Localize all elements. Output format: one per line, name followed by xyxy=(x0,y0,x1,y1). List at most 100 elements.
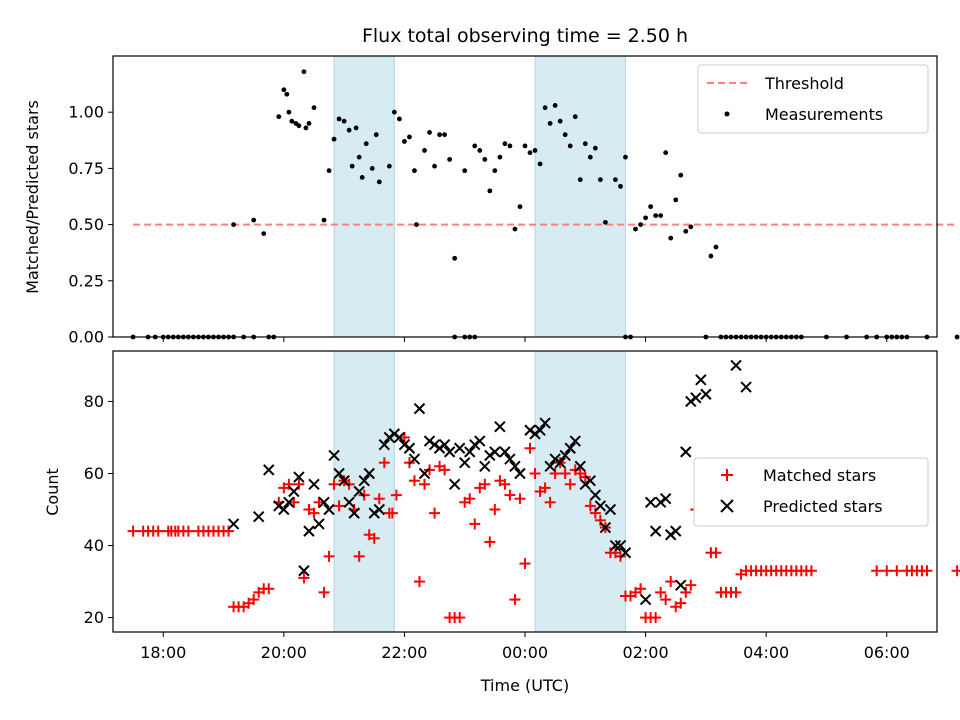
measurements-point xyxy=(613,177,618,183)
measurements-point xyxy=(369,166,375,171)
predicted-stars-point xyxy=(659,492,672,505)
predicted-stars-point xyxy=(298,565,310,577)
predicted-stars-point xyxy=(469,438,481,451)
predicted-stars-point xyxy=(428,438,441,451)
matched-stars-point xyxy=(293,478,305,490)
measurements-point xyxy=(284,91,290,97)
matched-stars-point xyxy=(439,464,451,476)
predicted-stars-point xyxy=(654,496,667,509)
predicted-stars-point xyxy=(313,518,325,530)
x-tick-label: 06:00 xyxy=(864,643,910,662)
measurements-point xyxy=(527,150,533,156)
measurements-point xyxy=(552,103,558,108)
predicted-stars-point xyxy=(283,496,295,509)
predicted-stars-point xyxy=(479,460,491,472)
predicted-stars-point xyxy=(353,485,365,498)
predicted-stars-point xyxy=(448,478,461,491)
predicted-stars-point xyxy=(514,467,526,480)
shaded-interval xyxy=(333,55,395,338)
matched-stars-point xyxy=(589,507,601,519)
predicted-stars-point xyxy=(644,496,657,509)
legend-predicted-swatch xyxy=(720,499,734,513)
ratio-y-axis-label: Matched/Predicted stars xyxy=(23,100,42,294)
predicted-stars-point xyxy=(263,464,275,476)
measurements-point xyxy=(261,231,267,236)
measurements-point xyxy=(658,213,664,219)
predicted-stars-point xyxy=(489,446,501,458)
predicted-stars-point xyxy=(333,467,345,480)
predicted-stars-point xyxy=(459,456,471,469)
ratio-panel: 0.00 0.25 0.50 0.75 1.00 Flux total observin… xyxy=(23,25,960,347)
predicted-stars-point xyxy=(368,507,380,519)
measurements-point xyxy=(507,143,513,149)
matched-stars-point xyxy=(529,467,541,479)
predicted-stars-point xyxy=(328,449,340,462)
measurements-point xyxy=(663,150,669,156)
predicted-stars-point xyxy=(579,478,591,491)
measurements-point xyxy=(653,213,659,219)
predicted-stars-point xyxy=(509,460,521,472)
y-tick-label: 0.25 xyxy=(68,271,104,290)
matched-stars-point xyxy=(665,576,677,588)
measurements-point xyxy=(713,244,719,250)
measurements-point xyxy=(363,141,369,147)
measurements-point xyxy=(477,148,483,153)
predicted-stars-point xyxy=(524,424,536,436)
measurements-point xyxy=(497,154,503,160)
count-panel: 18:00 20:00 22:00 00:00 02:00 04:00 06:00 20 40 6… xyxy=(43,350,960,695)
predicted-stars-point xyxy=(599,521,612,534)
matched-stars-point xyxy=(675,597,687,609)
matched-stars-point xyxy=(333,500,345,512)
matched-stars-point xyxy=(419,478,431,490)
matched-stars-point xyxy=(283,478,295,490)
matched-stars-point xyxy=(881,565,893,577)
ratio-legend-box xyxy=(697,64,929,134)
x-tick-label: 02:00 xyxy=(623,643,669,662)
matched-stars-point xyxy=(408,475,420,487)
matched-stars-point xyxy=(373,493,385,505)
predicted-stars-point xyxy=(388,428,401,440)
measurements-point xyxy=(311,105,317,111)
measurements-point xyxy=(587,154,593,160)
predicted-stars-point xyxy=(464,446,476,458)
matched-stars-point xyxy=(413,576,425,588)
matched-stars-point xyxy=(584,500,596,512)
predicted-stars-point xyxy=(700,388,712,400)
matched-stars-point xyxy=(127,525,139,537)
measurements-point xyxy=(643,215,648,221)
predicted-stars-point xyxy=(639,593,652,606)
measurements-point xyxy=(512,226,518,232)
measurements-point xyxy=(386,163,392,169)
matched-stars-point xyxy=(504,489,516,501)
matched-stars-point xyxy=(152,525,164,537)
measurements-point xyxy=(301,69,307,75)
predicted-stars-point xyxy=(348,507,360,519)
measurements-point xyxy=(618,183,623,189)
predicted-stars-point xyxy=(589,489,602,501)
matched-stars-point xyxy=(469,518,481,530)
predicted-stars-point xyxy=(378,438,391,451)
measurements-point xyxy=(572,114,578,120)
matched-stars-point xyxy=(390,489,402,501)
matched-stars-point xyxy=(579,471,591,483)
predicted-stars-point xyxy=(443,446,456,458)
predicted-stars-point xyxy=(308,478,320,491)
x-tick-label: 22:00 xyxy=(381,643,427,662)
measurements-point xyxy=(346,127,352,133)
matched-stars-point xyxy=(464,493,476,505)
predicted-stars-point xyxy=(418,467,431,480)
chart-title: Flux total observing time = 2.50 h xyxy=(362,25,688,47)
measurements-point xyxy=(567,143,573,149)
matched-stars-point xyxy=(378,457,390,469)
measurements-point xyxy=(231,222,236,228)
matched-stars-point xyxy=(182,525,194,537)
measurements-point xyxy=(502,141,508,147)
matched-stars-point xyxy=(386,507,398,519)
predicted-stars-point xyxy=(649,525,662,537)
measurements-point xyxy=(668,235,674,241)
matched-stars-point xyxy=(489,504,501,516)
measurements-point xyxy=(597,177,603,183)
measurements-point xyxy=(359,174,365,180)
measurements-point xyxy=(296,123,302,129)
measurements-point xyxy=(542,105,548,111)
